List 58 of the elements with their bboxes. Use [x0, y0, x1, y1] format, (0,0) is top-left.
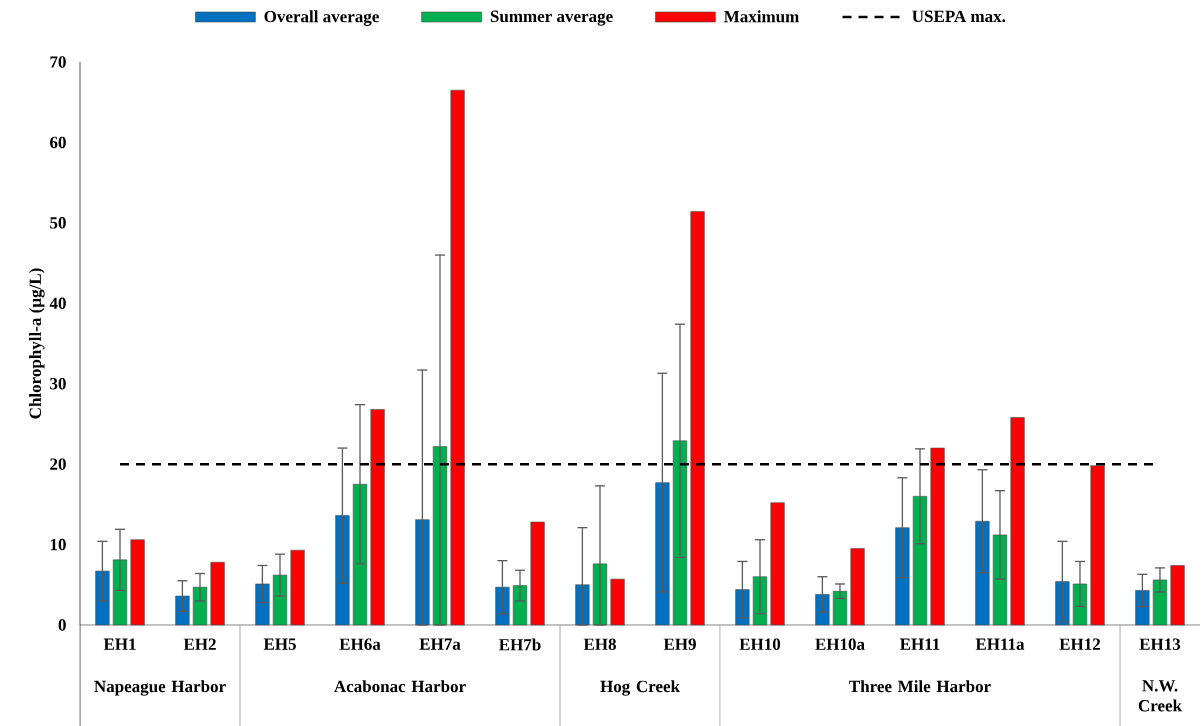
bar: [1152, 579, 1168, 626]
x-tick-label: EH8: [583, 638, 616, 650]
legend-label: Overall average: [264, 10, 379, 26]
bar: [192, 586, 208, 626]
bar: [850, 548, 865, 626]
text: N.W. Creek: [1138, 680, 1183, 712]
legend-label: Maximum: [724, 10, 799, 23]
y-tick-label: 0: [58, 619, 66, 631]
bar: [912, 496, 928, 626]
x-tick-label: EH10a: [815, 638, 865, 650]
x-tick-label: EH9: [663, 638, 696, 650]
bar: [255, 583, 270, 626]
y-tick-label: 30: [50, 377, 66, 390]
x-tick-label: EH13: [1139, 638, 1181, 650]
x-tick-label: EH7b: [499, 638, 541, 651]
x-tick-label: EH1: [103, 638, 136, 650]
bar: [450, 89, 465, 626]
bar: [690, 211, 705, 626]
bar: [1090, 465, 1105, 626]
legend-label: USEPA max.: [912, 10, 1006, 23]
x-tick-label: EH2: [183, 638, 216, 650]
y-tick-label: 10: [50, 538, 66, 551]
bar: [1010, 417, 1025, 626]
bar: [610, 578, 625, 626]
y-tick-label: 40: [49, 297, 66, 310]
x-tick-label: EH12: [1059, 638, 1101, 650]
bar: [1135, 590, 1150, 626]
bar: [530, 521, 545, 626]
text: Napeague Harbor: [94, 680, 226, 696]
bar: [512, 585, 528, 626]
x-tick-label: EH5: [263, 638, 296, 650]
y-tick-label: 20: [50, 458, 66, 470]
bar: [930, 447, 945, 626]
bar: [770, 502, 785, 626]
y-tick-label: 50: [50, 217, 66, 229]
x-tick-label: EH10: [739, 638, 781, 650]
bar: [290, 549, 305, 626]
y-axis-title: Chlorophyll-a (µg/L): [29, 268, 45, 419]
x-tick-label: EH11a: [975, 638, 1025, 650]
bar: [975, 520, 990, 626]
bar: [210, 561, 225, 626]
bar: [832, 590, 848, 626]
x-tick-label: EH6a: [339, 638, 381, 650]
bar: [130, 539, 145, 626]
legend-label: Summer average: [490, 10, 613, 26]
bar: [992, 534, 1008, 626]
text: Hog Creek: [600, 680, 680, 696]
bar: [112, 559, 128, 626]
y-tick-label: 60: [50, 136, 66, 149]
bar: [370, 409, 385, 626]
text: Acabonac Harbor: [334, 680, 466, 693]
x-tick-label: EH7a: [419, 638, 461, 650]
y-tick-label: 70: [50, 56, 66, 68]
text: Three Mile Harbor: [849, 680, 991, 693]
x-tick-label: EH11: [899, 638, 940, 650]
bar: [272, 574, 288, 626]
bar: [175, 595, 190, 626]
bar: [1170, 565, 1185, 626]
